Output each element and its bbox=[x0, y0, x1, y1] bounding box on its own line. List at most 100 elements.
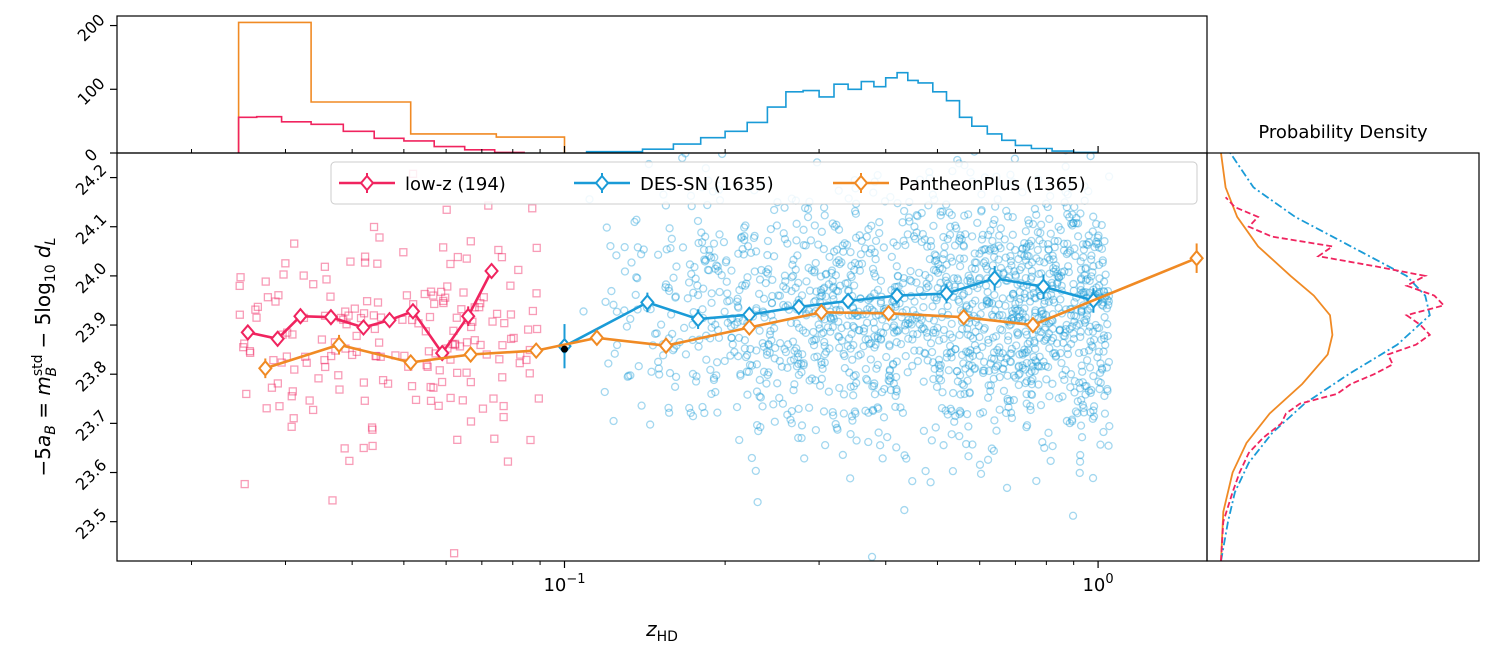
scatter-point-des bbox=[876, 328, 886, 337]
histogram-y-tick-label: 100 bbox=[74, 74, 109, 109]
scatter-point-des bbox=[926, 242, 936, 251]
scatter-point-des bbox=[727, 266, 736, 275]
scatter-point-lowz bbox=[373, 298, 383, 307]
density-title: Probability Density bbox=[1258, 122, 1428, 143]
scatter-point-des bbox=[810, 221, 819, 230]
scatter-point-des bbox=[713, 408, 722, 417]
scatter-point-des bbox=[904, 315, 913, 324]
scatter-point-des bbox=[1027, 380, 1037, 389]
scatter-point-des bbox=[1087, 341, 1096, 350]
scatter-point-des bbox=[1002, 354, 1011, 363]
scatter-point-des bbox=[846, 247, 855, 257]
scatter-point-lowz bbox=[340, 444, 349, 453]
scatter-point-des bbox=[959, 381, 968, 390]
scatter-point-des bbox=[1091, 320, 1100, 330]
scatter-point-des bbox=[1027, 266, 1037, 275]
scatter-point-des bbox=[889, 360, 898, 369]
scatter-point-des bbox=[820, 341, 829, 351]
scatter-point-des bbox=[707, 253, 716, 262]
scatter-point-des bbox=[1079, 347, 1089, 357]
scatter-point-des bbox=[1088, 414, 1097, 423]
scatter-point-des bbox=[1039, 309, 1048, 318]
scatter-point-des bbox=[1026, 376, 1036, 386]
scatter-point-des bbox=[1006, 320, 1015, 329]
marker-des bbox=[840, 292, 856, 310]
scatter-point-des bbox=[988, 261, 998, 270]
scatter-point-des bbox=[1022, 242, 1031, 251]
scatter-point-des bbox=[623, 372, 632, 381]
scatter-point-des bbox=[931, 266, 941, 275]
scatter-point-des bbox=[705, 251, 714, 260]
scatter-point-des bbox=[829, 282, 838, 291]
scatter-point-des bbox=[753, 497, 762, 507]
scatter-point-des bbox=[666, 244, 675, 253]
scatter-point-des bbox=[914, 268, 924, 278]
scatter-point-des bbox=[919, 323, 928, 332]
scatter-point-lowz bbox=[439, 243, 448, 252]
scatter-point-des bbox=[760, 313, 769, 322]
scatter-point-des bbox=[941, 406, 950, 415]
scatter-point-lowz bbox=[506, 334, 516, 344]
scatter-point-des bbox=[1022, 390, 1031, 399]
scatter-point-des bbox=[986, 381, 996, 390]
scatter-point-des bbox=[1103, 384, 1112, 394]
scatter-point-des bbox=[949, 274, 959, 283]
scatter-point-des bbox=[929, 325, 938, 335]
marker-des bbox=[690, 310, 706, 328]
scatter-point-lowz bbox=[439, 296, 448, 306]
scatter-point-lowz bbox=[499, 412, 508, 422]
scatter-point-lowz bbox=[430, 299, 439, 309]
scatter-point-des bbox=[977, 207, 986, 216]
scatter-point-des bbox=[955, 406, 965, 416]
scatter-point-lowz bbox=[263, 293, 273, 302]
series-line-lowz bbox=[247, 270, 493, 356]
scatter-point-des bbox=[919, 426, 929, 436]
scatter-point-des bbox=[817, 291, 827, 300]
scatter-point-lowz bbox=[267, 383, 277, 392]
scatter-point-des bbox=[668, 329, 677, 339]
scatter-point-des bbox=[892, 384, 901, 394]
scatter-point-des bbox=[1076, 450, 1085, 460]
scatter-point-des bbox=[983, 455, 993, 464]
scatter-point-lowz bbox=[446, 393, 455, 403]
legend: low-z (194) DES-SN (1635) PantheonPlus (… bbox=[330, 161, 1198, 205]
scatter-point-des bbox=[820, 440, 830, 450]
scatter-point-des bbox=[898, 308, 907, 317]
marker-des bbox=[791, 298, 807, 316]
scatter-point-des bbox=[1088, 268, 1097, 277]
y-axis-label-h: − 5log bbox=[31, 282, 55, 355]
scatter-point-des bbox=[951, 345, 960, 354]
scatter-point-des bbox=[1093, 239, 1103, 248]
scatter-point-des bbox=[966, 331, 975, 341]
scatter-point-lowz bbox=[426, 287, 436, 296]
scatter-point-des bbox=[873, 333, 883, 343]
scatter-point-des bbox=[636, 250, 646, 259]
scatter-point-des bbox=[1013, 314, 1023, 323]
scatter-point-des bbox=[788, 271, 798, 281]
scatter-point-des bbox=[922, 279, 931, 288]
scatter-point-des bbox=[720, 307, 729, 316]
scatter-point-des bbox=[913, 356, 923, 366]
density-frame bbox=[1206, 152, 1480, 562]
scatter-point-des bbox=[983, 393, 993, 402]
scatter-point-des bbox=[908, 476, 917, 486]
scatter-point-des bbox=[791, 102, 798, 109]
scatter-point-des bbox=[1080, 270, 1089, 280]
scatter-point-des bbox=[840, 108, 847, 115]
scatter-point-des bbox=[697, 238, 707, 247]
scatter-point-des bbox=[1067, 219, 1076, 229]
scatter-point-des bbox=[607, 286, 616, 296]
scatter-point-des bbox=[1092, 239, 1101, 248]
scatter-point-des bbox=[910, 346, 919, 355]
scatter-point-des bbox=[1022, 421, 1032, 430]
scatter-point-des bbox=[1084, 346, 1094, 355]
scatter-point-lowz bbox=[466, 237, 475, 246]
scatter-point-des bbox=[1068, 417, 1077, 426]
scatter-point-des bbox=[781, 302, 790, 312]
scatter-point-des bbox=[996, 244, 1005, 253]
scatter-point-des bbox=[829, 411, 838, 420]
scatter-point-des bbox=[889, 238, 898, 247]
y-axis-label-f: std bbox=[30, 355, 46, 377]
scatter-point-des bbox=[995, 343, 1004, 352]
scatter-point-des bbox=[1076, 327, 1085, 336]
